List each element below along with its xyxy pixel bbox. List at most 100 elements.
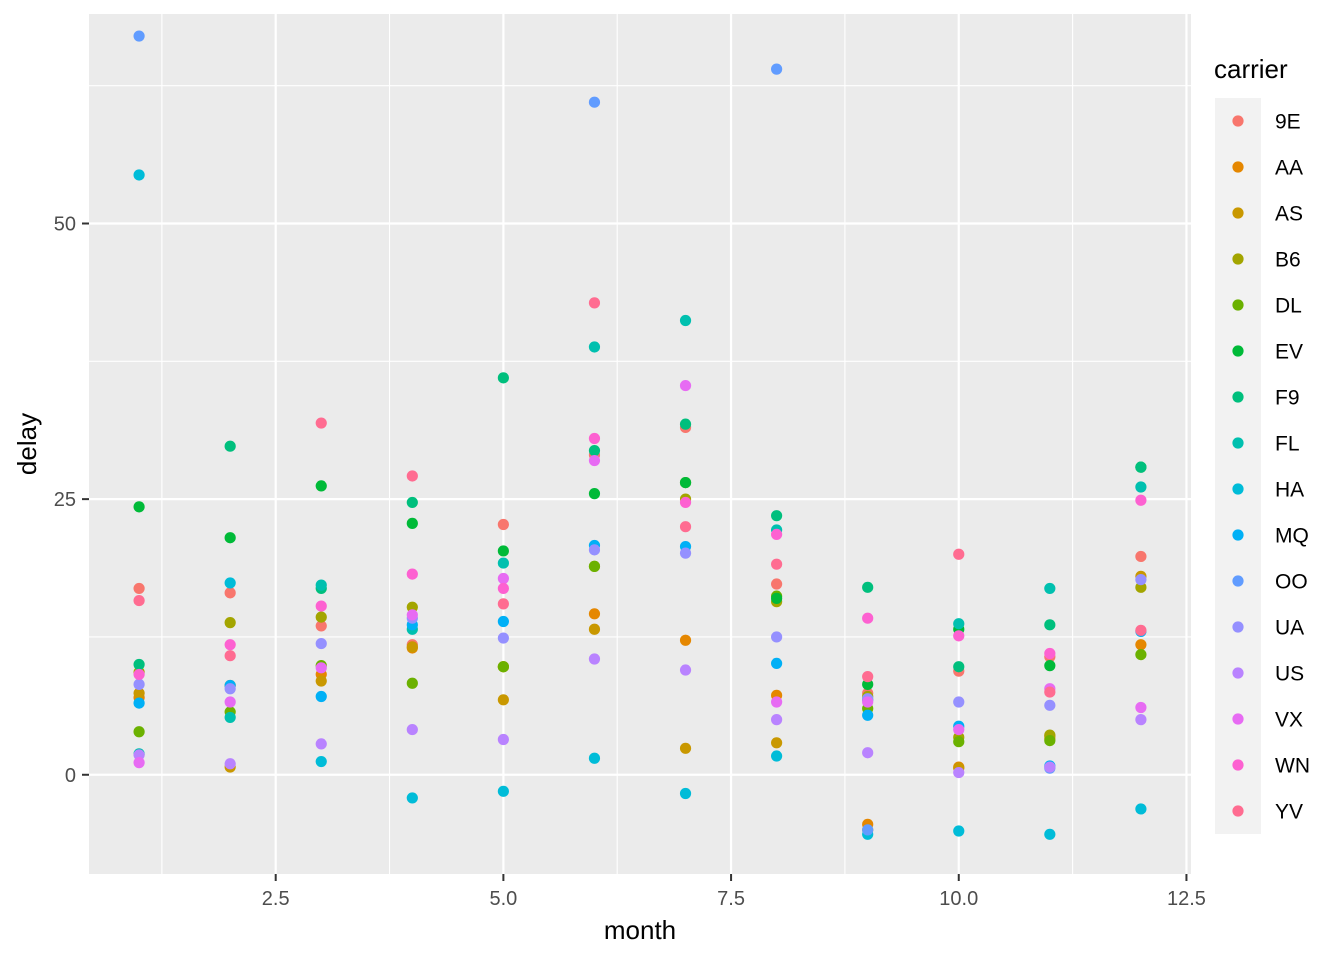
data-point-wn — [1135, 494, 1147, 506]
data-point-aa — [679, 634, 692, 646]
data-point-ha — [406, 792, 418, 804]
data-point-f9 — [406, 496, 418, 509]
data-point-us — [224, 758, 236, 770]
data-point-b6 — [406, 601, 418, 613]
data-point-ua — [224, 683, 236, 695]
data-point-ha — [133, 169, 145, 181]
data-point-mq — [862, 709, 874, 721]
legend-label-oo: OO — [1275, 571, 1308, 594]
data-point-mq — [497, 615, 509, 628]
data-point-ev — [133, 501, 145, 513]
legend-label-wn: WN — [1275, 755, 1310, 778]
major-gridlines — [89, 14, 1191, 874]
data-point-us — [771, 714, 783, 726]
legend-label-as: AS — [1275, 203, 1303, 226]
legend-label-yv: YV — [1275, 801, 1303, 824]
legend-key-background — [1215, 98, 1261, 834]
y-tick-label: 50 — [54, 213, 76, 235]
legend-key-as — [1232, 207, 1244, 219]
legend-label-f9: F9 — [1275, 387, 1300, 410]
data-point-ha — [497, 785, 509, 797]
y-tick-label: 25 — [54, 489, 76, 511]
data-point-wn — [862, 612, 874, 624]
data-point-ev — [771, 592, 783, 604]
data-point-b6 — [224, 617, 236, 629]
data-point-vx — [679, 379, 692, 392]
data-point-ua — [953, 696, 965, 708]
data-point-vx — [224, 696, 236, 708]
data-point-yv — [679, 521, 692, 533]
data-point-us — [679, 664, 692, 676]
data-point-ha — [224, 577, 236, 589]
data-point-9e — [497, 518, 509, 531]
x-tick-label: 7.5 — [717, 888, 745, 910]
legend-label-us: US — [1275, 663, 1304, 686]
data-point-yv — [315, 417, 327, 429]
data-point-us — [1044, 761, 1056, 773]
data-point-aa — [588, 608, 601, 620]
data-point-wn — [953, 630, 965, 642]
data-point-yv — [588, 297, 601, 309]
data-point-fl — [224, 711, 236, 724]
data-point-as — [771, 737, 783, 749]
data-point-f9 — [1044, 619, 1056, 631]
data-point-wn — [406, 568, 418, 580]
data-point-9e — [133, 582, 145, 595]
y-tick-label: 0 — [65, 765, 76, 787]
legend-key-fl — [1232, 437, 1244, 449]
data-point-f9 — [862, 581, 874, 593]
y-axis: 0 25 50 — [54, 213, 89, 787]
data-point-9e — [315, 620, 327, 632]
data-point-vx — [1135, 701, 1147, 714]
data-point-us — [588, 653, 601, 665]
data-points — [133, 30, 1147, 840]
data-point-fl — [1135, 481, 1147, 493]
data-point-ha — [1135, 803, 1147, 815]
data-point-f9 — [133, 658, 145, 671]
data-point-f9 — [224, 440, 236, 452]
legend: carrier 9E AA AS B6 DL EV F9 FL HA MQ OO UA US VX WN YV — [1214, 54, 1310, 834]
data-point-ha — [315, 755, 327, 768]
legend-label-vx: VX — [1275, 709, 1303, 732]
data-point-oo — [133, 30, 145, 42]
data-point-ua — [315, 637, 327, 650]
minor-gridlines — [89, 14, 1191, 874]
legend-label-dl: DL — [1275, 295, 1302, 318]
legend-key-dl — [1232, 299, 1244, 311]
data-point-us — [315, 738, 327, 750]
data-point-as — [406, 641, 418, 653]
legend-title: carrier — [1214, 54, 1288, 84]
data-point-yv — [224, 650, 236, 662]
data-point-mq — [133, 697, 145, 709]
data-point-fl — [315, 579, 327, 591]
legend-key-mq — [1232, 529, 1244, 541]
data-point-ha — [953, 825, 965, 837]
data-point-as — [679, 742, 692, 754]
data-point-ua — [497, 632, 509, 644]
data-point-f9 — [953, 661, 965, 673]
data-point-b6 — [315, 611, 327, 623]
legend-label-mq: MQ — [1275, 525, 1309, 548]
data-point-ev — [224, 532, 236, 544]
data-point-ev — [862, 678, 874, 690]
data-point-ua — [771, 631, 783, 643]
data-point-dl — [588, 560, 601, 572]
data-point-oo — [771, 63, 783, 75]
data-point-us — [953, 766, 965, 779]
data-point-9e — [1135, 550, 1147, 563]
legend-key-yv — [1232, 805, 1244, 817]
data-point-vx — [588, 454, 601, 467]
data-point-yv — [953, 548, 965, 560]
legend-key-f9 — [1232, 391, 1244, 403]
data-point-ev — [406, 517, 418, 529]
data-point-wn — [679, 496, 692, 509]
data-point-yv — [1135, 624, 1147, 636]
data-point-wn — [133, 668, 145, 681]
data-point-ev — [588, 488, 601, 500]
data-point-us — [1135, 714, 1147, 726]
data-point-wn — [771, 528, 783, 541]
legend-key-9e — [1232, 115, 1244, 127]
data-point-fl — [588, 341, 601, 353]
x-tick-label: 10.0 — [939, 888, 978, 910]
legend-key-vx — [1232, 713, 1244, 725]
